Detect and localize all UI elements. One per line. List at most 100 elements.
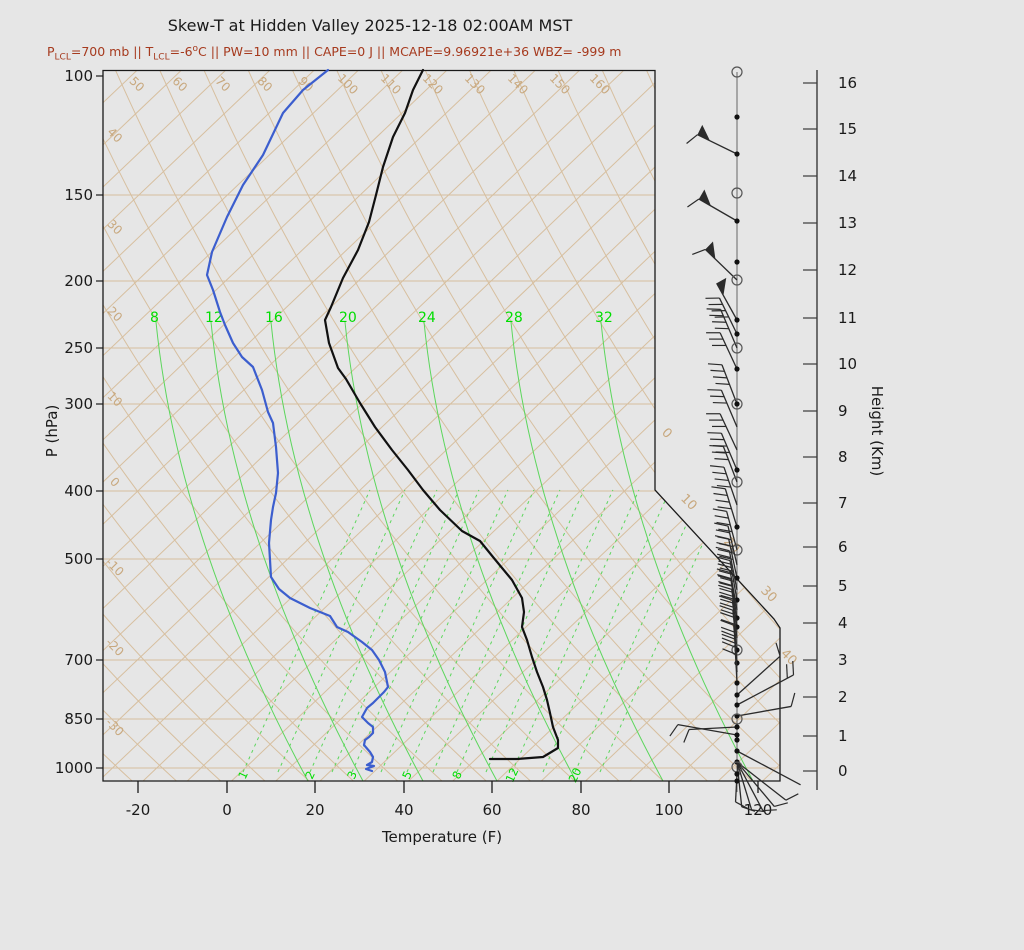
barb-staff [719,309,738,349]
station-dot [734,724,740,730]
barb-staff [736,761,743,807]
mixing-ratio-line [485,489,614,773]
barb-tick [792,660,795,675]
isotherm-line [750,70,780,781]
station-dot [734,737,740,743]
barb-staff [736,705,792,717]
barb-tick [785,793,799,801]
barb-tick [710,369,725,372]
barb-tick [774,802,788,808]
barb-tick [720,594,735,600]
height-tick-label: 12 [838,261,857,279]
barb-pennant [716,277,727,296]
y-axis-title: P (hPa) [43,404,61,458]
barb-tick [687,198,700,208]
barb-tick [720,626,735,633]
pressure-tick-label: 1000 [55,759,93,777]
barb-tick [721,633,736,640]
isotherm-slant-label: 10 [677,491,699,513]
barb-tick [719,567,734,572]
isotherm-line [706,70,780,781]
dry-adiabat-line [103,70,189,781]
height-tick-label: 9 [838,402,848,420]
station-circle [731,644,743,656]
mixing-ratio-label: 5 [399,769,415,782]
isotherm-left-label: 0 [107,475,122,490]
station-dot [734,524,740,530]
isotherm-left-label: 40 [104,125,125,146]
mixing-ratio-label: 2 [302,769,318,782]
mixing-ratio-line [511,489,640,773]
barb-tick [714,522,729,527]
isotherm-line [103,70,237,781]
dry-adiabat-line [420,70,780,781]
isotherm-top-label: 130 [462,71,488,97]
station-dot [734,575,740,581]
barb-tick [720,619,735,625]
station-dot [734,401,740,407]
dry-adiabat-line [103,70,588,781]
barb-tick [711,486,726,490]
mixing-ratio-label: 12 [503,765,522,784]
barb-tick [709,465,725,468]
barb-tick [785,664,788,679]
isotherm-line [263,70,780,781]
dry-adiabat-line [103,70,278,781]
barb-tick [716,553,731,559]
dry-adiabat-line [243,70,765,781]
moist-adiabat-label: 12 [205,310,223,326]
moist-adiabat-label: 8 [150,310,159,326]
isotherm-top-label: 60 [169,74,190,95]
pressure-axis: 100 150 200 250 300 400 500 700 850 1000 [55,67,103,777]
barb-tick [719,582,733,587]
station-dot [734,778,740,784]
dry-adiabat-line [154,70,676,781]
dry-adiabat-line [110,70,632,781]
dry-adiabat-line [103,70,543,781]
barb-tick [721,637,736,644]
station-circle [731,476,743,488]
barb-pennant [705,241,716,260]
pressure-tick-label: 100 [64,67,93,85]
barb-tick [714,535,729,540]
barb-tick [716,568,731,574]
barb-tick [718,595,733,601]
station-circle [731,274,743,286]
barb-staff [734,647,738,684]
station-dot [734,748,740,754]
height-tick-label: 1 [838,727,848,745]
dry-adiabat-line [641,70,780,781]
isotherm-line [103,70,281,781]
station-circle [731,398,743,410]
mixing-ratio-line [574,489,703,773]
moist-adiabat-label: 32 [595,310,613,326]
barb-staff [719,332,738,370]
barb-staff [704,248,738,281]
barb-tick [717,563,732,569]
mixing-ratio-line [309,489,438,773]
height-tick-label: 11 [838,309,857,327]
barb-staff [736,750,801,786]
station-circle [731,342,743,354]
pressure-tick-label: 500 [64,550,93,568]
x-axis-title: Temperature (F) [381,828,503,846]
isotherm-line [396,70,780,781]
moist-adiabat-line [155,321,309,781]
wind-barbs [669,66,801,813]
barb-staff [720,432,738,471]
station-circle [731,713,743,725]
dry-adiabat-line [331,70,780,781]
height-tick-label: 6 [838,538,848,556]
barb-tick [719,602,734,608]
barb-tick [712,376,728,379]
x-tick-label: 80 [571,801,590,819]
dry-adiabat-line [508,70,780,781]
station-dot [734,366,740,372]
barb-tick [718,560,733,566]
dry-adiabat-line [103,70,411,781]
barb-tick [741,806,756,812]
pressure-tick-label: 850 [64,710,93,728]
isotherm-line [308,70,780,781]
barb-tick [714,478,729,482]
isotherm-line [175,70,780,781]
